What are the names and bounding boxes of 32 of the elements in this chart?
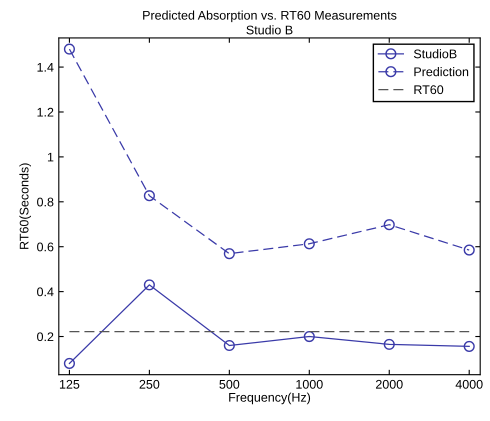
point — [64, 44, 75, 55]
x-tick-label: 250 — [140, 380, 160, 389]
point — [464, 340, 475, 352]
x-tick-label: 500 — [219, 380, 240, 389]
point — [224, 248, 235, 260]
x-tick-label: 4000 — [456, 380, 483, 389]
legend-label: RT60 — [414, 85, 444, 94]
legend-label: Prediction — [414, 67, 468, 76]
y-tick-label: 1 — [48, 152, 54, 162]
point — [384, 338, 395, 350]
point — [464, 244, 475, 256]
chart-title: Predicted Absorption vs. RT60 Measurements — [143, 10, 396, 22]
y-tick-label: 0.4 — [37, 287, 54, 296]
point — [304, 238, 315, 250]
x-axis-title: Frequency(Hz) — [229, 392, 310, 404]
x-tick-label: 1000 — [296, 380, 323, 389]
point — [304, 330, 315, 342]
y-tick-label: 0.2 — [37, 332, 54, 342]
x-tick-label: 2000 — [376, 380, 403, 389]
y-tick-label: 1.2 — [38, 108, 54, 117]
point — [144, 190, 155, 202]
y-tick-label: 0.8 — [37, 198, 54, 206]
x-tick-label: 125 — [60, 380, 80, 389]
point — [144, 279, 155, 290]
point — [64, 358, 75, 370]
point — [384, 219, 395, 230]
y-tick-label: 0.6 — [37, 242, 54, 252]
chart-subtitle: Studio B — [246, 25, 292, 34]
y-axis-title: RT60(Seconds) — [19, 163, 31, 249]
y-tick-label: 1.4 — [38, 63, 54, 72]
legend-label: StudioB — [414, 49, 456, 58]
point — [224, 340, 235, 352]
